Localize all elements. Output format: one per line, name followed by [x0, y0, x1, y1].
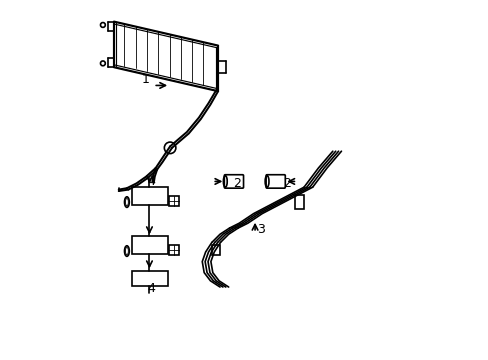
Bar: [131, 187, 167, 206]
Text: 2: 2: [233, 177, 241, 190]
Text: 3: 3: [257, 223, 264, 236]
Bar: [131, 236, 167, 255]
Text: 2: 2: [282, 177, 290, 190]
Text: 4: 4: [147, 175, 155, 188]
FancyBboxPatch shape: [265, 175, 285, 188]
Bar: [294, 195, 303, 209]
FancyBboxPatch shape: [224, 175, 243, 188]
Text: 4: 4: [147, 283, 155, 296]
Bar: [131, 271, 167, 285]
Text: 1: 1: [142, 73, 150, 86]
Bar: [168, 245, 179, 255]
Bar: [168, 196, 179, 206]
Bar: [211, 245, 220, 255]
